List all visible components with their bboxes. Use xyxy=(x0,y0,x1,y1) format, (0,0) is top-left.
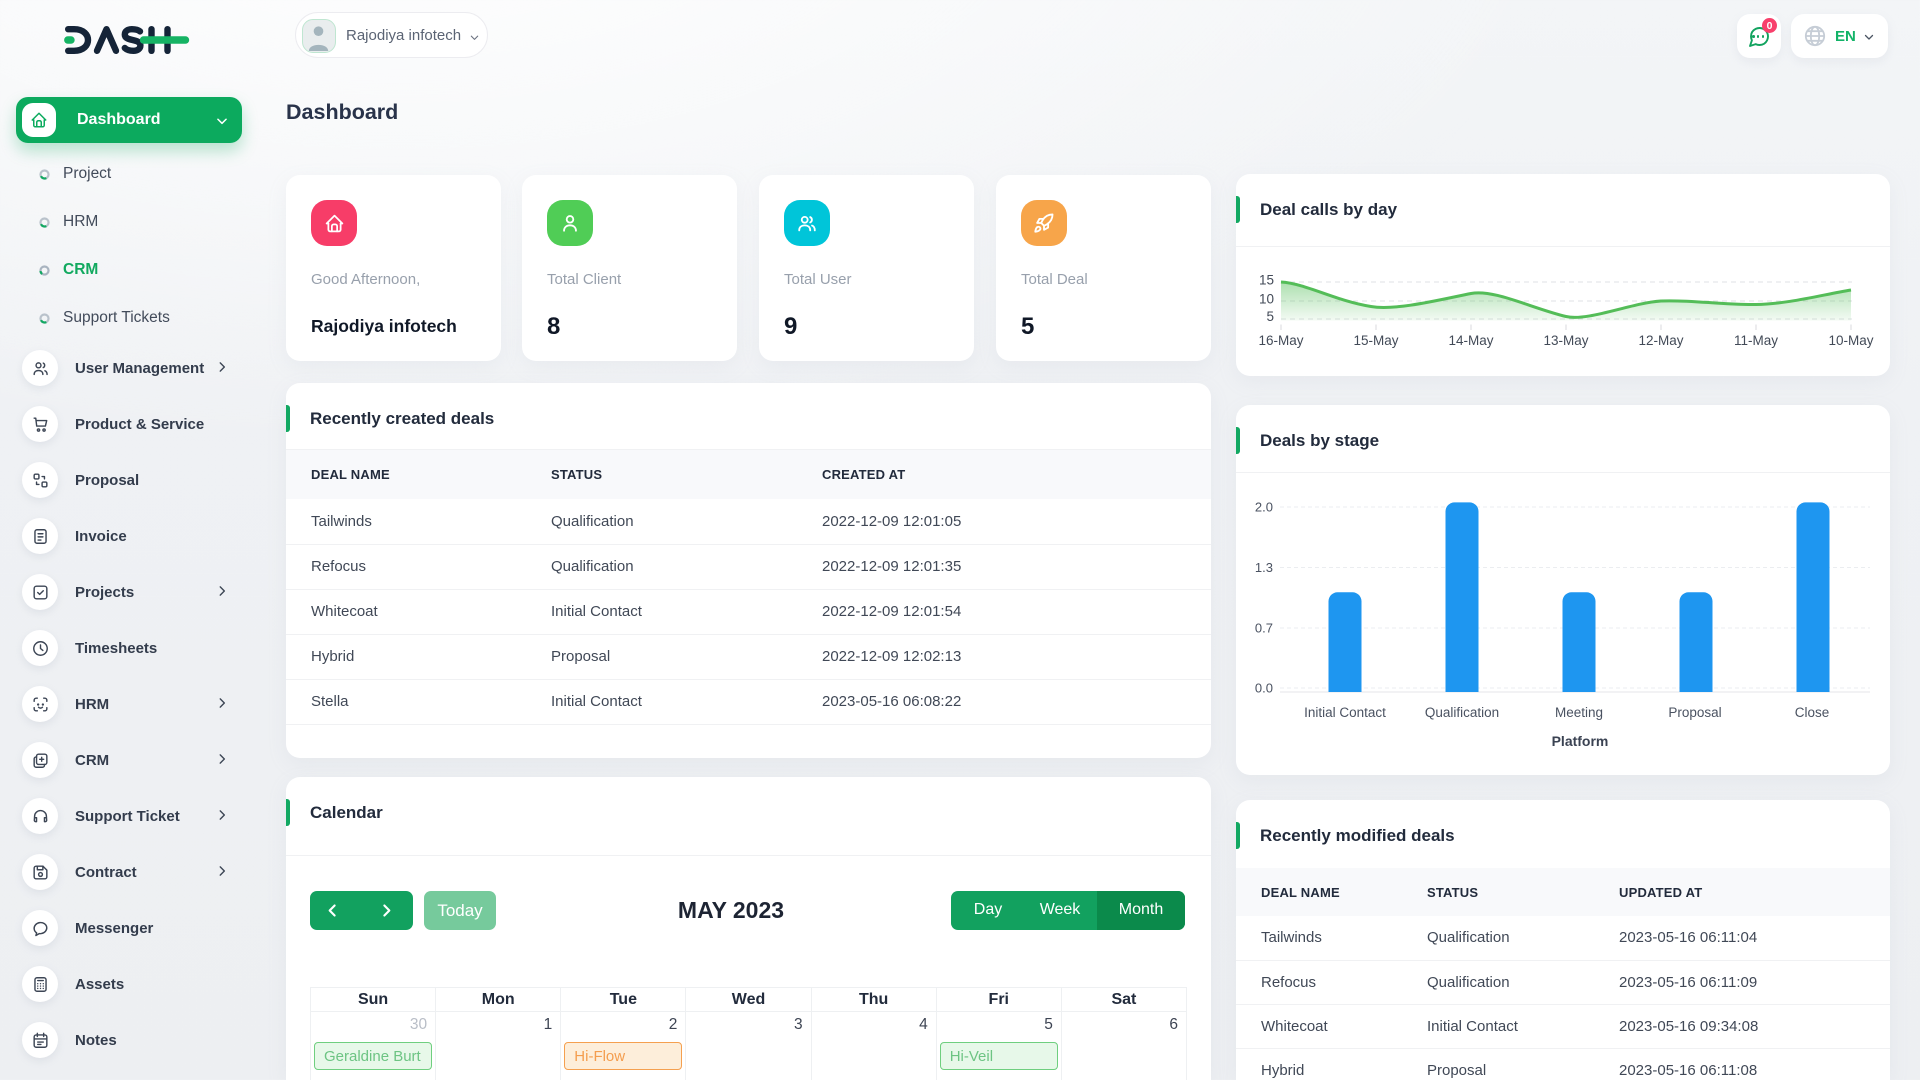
svg-text:Close: Close xyxy=(1795,705,1830,720)
svg-text:Platform: Platform xyxy=(1552,733,1609,749)
svg-text:14-May: 14-May xyxy=(1448,333,1493,348)
svg-text:13-May: 13-May xyxy=(1543,333,1588,348)
svg-text:Qualification: Qualification xyxy=(1425,705,1499,720)
svg-text:Meeting: Meeting xyxy=(1555,705,1603,720)
svg-text:10: 10 xyxy=(1259,292,1274,307)
svg-text:16-May: 16-May xyxy=(1258,333,1303,348)
svg-text:0.0: 0.0 xyxy=(1255,681,1273,696)
svg-text:15: 15 xyxy=(1259,273,1274,288)
svg-text:11-May: 11-May xyxy=(1734,333,1778,348)
svg-text:12-May: 12-May xyxy=(1638,333,1683,348)
svg-text:0.7: 0.7 xyxy=(1255,621,1273,636)
svg-text:Proposal: Proposal xyxy=(1668,705,1721,720)
svg-text:5: 5 xyxy=(1266,309,1274,324)
svg-text:Initial Contact: Initial Contact xyxy=(1304,705,1386,720)
svg-text:2.0: 2.0 xyxy=(1255,500,1273,515)
svg-text:15-May: 15-May xyxy=(1353,333,1398,348)
svg-text:10-May: 10-May xyxy=(1828,333,1873,348)
svg-text:1.3: 1.3 xyxy=(1255,560,1273,575)
